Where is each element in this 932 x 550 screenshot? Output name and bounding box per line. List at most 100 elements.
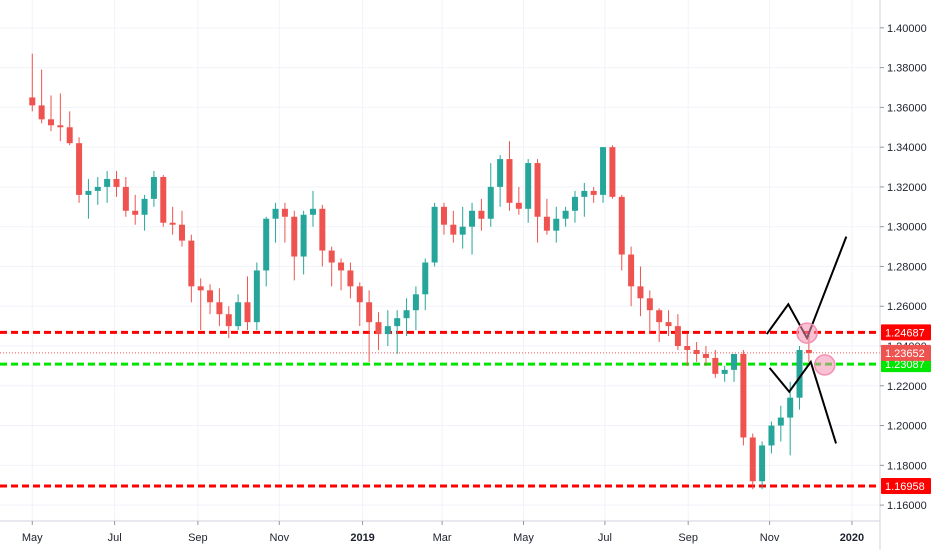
candle-body xyxy=(702,353,709,358)
price-badge xyxy=(881,324,931,341)
candle-body xyxy=(47,119,54,126)
candle-body xyxy=(328,250,335,263)
candle-body xyxy=(609,147,616,197)
price-badge-label: 1.24687 xyxy=(885,327,925,339)
candle-body xyxy=(459,226,466,235)
candle-body xyxy=(366,302,373,323)
candle-body xyxy=(571,196,578,211)
candle-body xyxy=(805,349,812,353)
y-tick-label: 1.16000 xyxy=(887,500,927,512)
candle-body xyxy=(216,302,223,315)
candle-body xyxy=(207,290,214,303)
candle-body xyxy=(403,310,410,319)
y-tick-label: 1.40000 xyxy=(887,23,927,35)
candle-body xyxy=(141,198,148,215)
candle-body xyxy=(356,286,363,303)
y-tick-label: 1.26000 xyxy=(887,301,927,313)
candle-body xyxy=(693,349,700,354)
candle-body xyxy=(665,322,672,327)
candle-body xyxy=(469,210,476,227)
candle-body xyxy=(543,216,550,231)
horizontal-levels xyxy=(0,330,880,488)
candle-body xyxy=(431,206,438,263)
candle-body xyxy=(581,190,588,197)
candle-body xyxy=(768,425,775,446)
candle-body xyxy=(319,208,326,251)
candle-body xyxy=(197,286,204,291)
x-tick-label: 2020 xyxy=(840,532,864,544)
price-axis[interactable]: 1.40000 1.38000 1.36000 1.34000 1.32000 1.300… xyxy=(880,23,927,512)
candle-body xyxy=(150,176,157,199)
candle-body xyxy=(29,97,36,106)
highlight-circle[interactable] xyxy=(796,322,818,344)
candle-body xyxy=(66,127,73,144)
x-tick-label: Jul xyxy=(598,532,612,544)
candle-body xyxy=(721,369,728,374)
candle-body xyxy=(759,445,766,482)
price-badge-label: 1.23652 xyxy=(885,348,925,360)
x-tick-label: Sep xyxy=(678,532,698,544)
candle-body xyxy=(291,216,298,257)
candle-body xyxy=(487,186,494,219)
candle-body xyxy=(712,357,719,374)
candle-body xyxy=(85,190,92,195)
candle-body xyxy=(235,302,242,327)
candle-body xyxy=(740,353,747,438)
highlight-circle[interactable] xyxy=(814,354,836,376)
candle-body xyxy=(562,210,569,219)
x-tick-label: Nov xyxy=(760,532,780,544)
candle-body xyxy=(38,105,45,120)
y-tick-label: 1.36000 xyxy=(887,102,927,114)
price-badge xyxy=(881,478,931,495)
candle-body xyxy=(534,163,541,217)
price-badges: 1.24687 1.23087 1.16958 1.23652 xyxy=(881,324,931,495)
candle-body xyxy=(244,302,251,323)
y-tick-label: 1.34000 xyxy=(887,142,927,154)
candle-body xyxy=(440,206,447,225)
candle-body xyxy=(57,125,64,128)
candle-body xyxy=(178,224,185,241)
candle-body xyxy=(272,208,279,219)
candle-body xyxy=(394,318,401,327)
projection-path[interactable] xyxy=(765,236,848,341)
candle-body xyxy=(309,208,316,215)
x-tick-label: Jul xyxy=(108,532,122,544)
time-axis[interactable]: May Jul Sep Nov 2019 Mar May Jul Sep Nov 2020 xyxy=(22,521,864,544)
candle-body xyxy=(94,186,101,191)
candle-body xyxy=(113,178,120,187)
price-badge-label: 1.23087 xyxy=(885,359,925,371)
candle-body xyxy=(347,270,354,287)
candlestick-series xyxy=(29,53,812,490)
candle-body xyxy=(684,346,691,350)
projection-drawings xyxy=(765,236,848,444)
candle-body xyxy=(384,326,391,335)
candle-body xyxy=(787,397,794,418)
y-tick-label: 1.38000 xyxy=(887,63,927,75)
candle-body xyxy=(422,262,429,295)
candle-body xyxy=(225,314,232,327)
candle-body xyxy=(300,214,307,257)
candle-body xyxy=(263,218,270,271)
y-tick-label: 1.32000 xyxy=(887,182,927,194)
x-tick-label: Mar xyxy=(433,532,452,544)
candle-body xyxy=(618,196,625,255)
candle-body xyxy=(525,163,532,209)
candle-body xyxy=(450,224,457,235)
projection-path[interactable] xyxy=(768,359,837,444)
candle-body xyxy=(375,322,382,335)
y-tick-label: 1.20000 xyxy=(887,421,927,433)
candle-body xyxy=(160,176,167,223)
candle-body xyxy=(253,270,260,323)
candle-body xyxy=(122,186,129,211)
candle-body xyxy=(553,218,560,231)
y-tick-label: 1.18000 xyxy=(887,460,927,472)
candle-body xyxy=(796,349,803,398)
candle-body xyxy=(674,326,681,347)
x-tick-label: Nov xyxy=(270,532,290,544)
price-badge xyxy=(881,344,931,361)
candle-body xyxy=(600,147,607,195)
x-tick-label: Sep xyxy=(188,532,208,544)
x-tick-label: May xyxy=(513,532,534,544)
y-tick-label: 1.22000 xyxy=(887,381,927,393)
